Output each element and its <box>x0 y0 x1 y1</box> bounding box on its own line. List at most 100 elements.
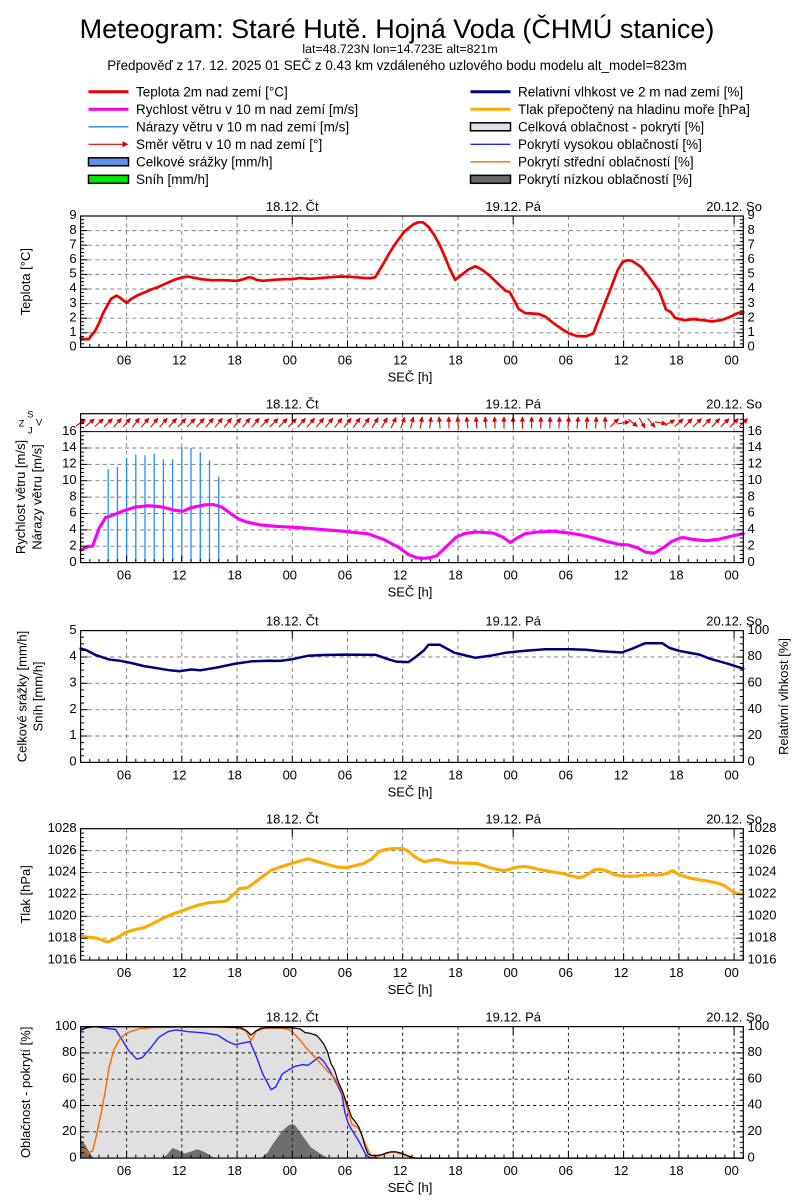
svg-text:06: 06 <box>559 1163 573 1178</box>
svg-text:0: 0 <box>748 554 755 569</box>
svg-text:80: 80 <box>748 1044 762 1059</box>
svg-text:Nárazy větru [m/s]: Nárazy větru [m/s] <box>30 444 45 549</box>
svg-text:2: 2 <box>69 309 76 324</box>
svg-text:00: 00 <box>724 767 738 782</box>
svg-text:19.12. Pá: 19.12. Pá <box>485 397 541 412</box>
svg-text:12: 12 <box>172 568 186 583</box>
svg-text:2: 2 <box>69 537 76 552</box>
svg-text:8: 8 <box>69 222 76 237</box>
svg-text:18: 18 <box>669 568 683 583</box>
svg-text:Teplota 2m nad zemí [°C]: Teplota 2m nad zemí [°C] <box>136 84 288 99</box>
svg-text:06: 06 <box>559 767 573 782</box>
svg-text:0: 0 <box>69 554 76 569</box>
svg-text:1020: 1020 <box>748 908 777 923</box>
svg-text:S: S <box>27 410 33 421</box>
svg-text:00: 00 <box>503 965 517 980</box>
svg-text:18: 18 <box>669 352 683 367</box>
svg-text:12: 12 <box>393 965 407 980</box>
svg-text:12: 12 <box>614 352 628 367</box>
svg-text:00: 00 <box>503 1163 517 1178</box>
svg-text:1018: 1018 <box>48 929 77 944</box>
svg-text:1024: 1024 <box>48 864 77 879</box>
svg-text:60: 60 <box>748 675 762 690</box>
svg-text:Sníh [mm/h]: Sníh [mm/h] <box>136 172 209 187</box>
svg-text:Celkové srážky [mm/h]: Celkové srážky [mm/h] <box>15 631 30 762</box>
svg-text:6: 6 <box>69 251 76 266</box>
svg-text:20.12. So: 20.12. So <box>706 397 762 412</box>
svg-text:20: 20 <box>62 1123 76 1138</box>
svg-text:18.12. Čt: 18.12. Čt <box>266 812 319 827</box>
svg-text:Směr větru v 10 m nad zemí [°]: Směr větru v 10 m nad zemí [°] <box>136 137 322 152</box>
svg-text:20.12. So: 20.12. So <box>706 614 762 629</box>
svg-text:5: 5 <box>69 266 76 281</box>
svg-text:4: 4 <box>748 280 755 295</box>
svg-text:1016: 1016 <box>48 951 77 966</box>
svg-text:5: 5 <box>748 266 755 281</box>
svg-text:0: 0 <box>69 754 76 769</box>
svg-text:SEČ [h]: SEČ [h] <box>388 784 433 799</box>
svg-text:06: 06 <box>117 1163 131 1178</box>
svg-text:18.12. Čt: 18.12. Čt <box>266 199 319 214</box>
svg-text:9: 9 <box>69 207 76 222</box>
svg-text:0: 0 <box>748 1149 755 1164</box>
svg-text:Meteogram: Staré Hutě. Hojná V: Meteogram: Staré Hutě. Hojná Voda (ČHMÚ … <box>80 13 715 44</box>
svg-text:Teplota [°C]: Teplota [°C] <box>18 248 33 315</box>
svg-text:20: 20 <box>748 1123 762 1138</box>
svg-text:12: 12 <box>172 767 186 782</box>
svg-text:18.12. Čt: 18.12. Čt <box>266 397 319 412</box>
svg-text:1: 1 <box>69 727 76 742</box>
svg-text:14: 14 <box>62 439 76 454</box>
svg-text:1026: 1026 <box>748 842 777 857</box>
svg-text:00: 00 <box>503 568 517 583</box>
svg-text:2: 2 <box>748 537 755 552</box>
svg-text:SEČ [h]: SEČ [h] <box>388 369 433 384</box>
svg-text:00: 00 <box>724 352 738 367</box>
svg-text:1018: 1018 <box>748 929 777 944</box>
svg-text:12: 12 <box>172 1163 186 1178</box>
svg-text:1022: 1022 <box>748 886 777 901</box>
svg-text:4: 4 <box>69 521 76 536</box>
svg-text:Celkové srážky [mm/h]: Celkové srážky [mm/h] <box>136 154 273 169</box>
svg-text:19.12. Pá: 19.12. Pá <box>485 1010 541 1025</box>
svg-text:06: 06 <box>338 568 352 583</box>
svg-text:60: 60 <box>748 1070 762 1085</box>
svg-text:06: 06 <box>559 965 573 980</box>
svg-text:00: 00 <box>283 352 297 367</box>
svg-text:lat=48.723N lon=14.723E alt=82: lat=48.723N lon=14.723E alt=821m <box>302 42 497 56</box>
svg-text:8: 8 <box>748 222 755 237</box>
svg-text:19.12. Pá: 19.12. Pá <box>485 199 541 214</box>
svg-text:00: 00 <box>724 1163 738 1178</box>
svg-text:00: 00 <box>283 767 297 782</box>
svg-text:00: 00 <box>503 352 517 367</box>
svg-text:0: 0 <box>748 339 755 354</box>
svg-text:00: 00 <box>283 965 297 980</box>
svg-text:00: 00 <box>283 1163 297 1178</box>
svg-text:18: 18 <box>227 767 241 782</box>
svg-text:16: 16 <box>748 423 762 438</box>
svg-text:06: 06 <box>117 767 131 782</box>
svg-text:1024: 1024 <box>748 864 777 879</box>
svg-text:4: 4 <box>748 521 755 536</box>
svg-text:80: 80 <box>62 1044 76 1059</box>
svg-text:06: 06 <box>117 352 131 367</box>
svg-text:6: 6 <box>69 505 76 520</box>
svg-text:12: 12 <box>393 568 407 583</box>
svg-text:5: 5 <box>69 622 76 637</box>
svg-text:1022: 1022 <box>48 886 77 901</box>
svg-text:12: 12 <box>748 456 762 471</box>
svg-text:18: 18 <box>448 352 462 367</box>
svg-text:1: 1 <box>69 324 76 339</box>
svg-text:0: 0 <box>748 754 755 769</box>
svg-text:60: 60 <box>62 1070 76 1085</box>
svg-text:1016: 1016 <box>748 951 777 966</box>
svg-text:3: 3 <box>748 295 755 310</box>
svg-text:Z: Z <box>19 419 25 430</box>
svg-text:1028: 1028 <box>748 820 777 835</box>
svg-text:Sníh [mm/h]: Sníh [mm/h] <box>31 661 46 731</box>
svg-text:18: 18 <box>448 1163 462 1178</box>
svg-text:6: 6 <box>748 251 755 266</box>
svg-text:00: 00 <box>503 767 517 782</box>
svg-text:Rychlost větru v 10 m nad zemí: Rychlost větru v 10 m nad zemí [m/s] <box>136 102 358 117</box>
svg-text:06: 06 <box>117 568 131 583</box>
svg-text:12: 12 <box>172 965 186 980</box>
